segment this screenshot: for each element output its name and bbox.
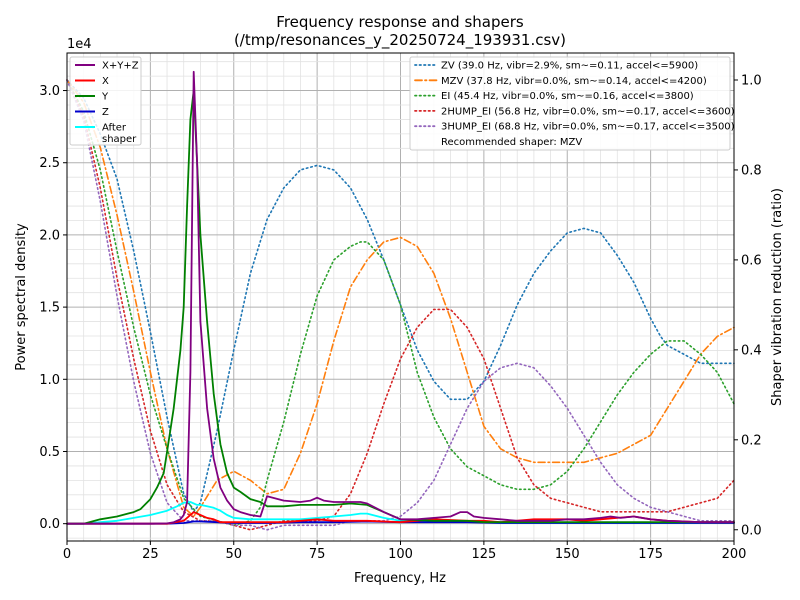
x-tick-label: 0 (63, 547, 71, 562)
y-tick-label: 0.5 (39, 445, 60, 460)
series-line-3hump-ei-68-8-hz-vibr-0-0-sm-0-17-accel-3500 (66, 79, 735, 531)
y-axis-ticks: 0.0 0.5 1.0 1.5 2.0 2.5 3.0 (39, 84, 67, 532)
legend-psd-box (69, 56, 142, 146)
x-tick-label: 150 (555, 547, 580, 562)
y2-tick-label: 0.2 (741, 433, 762, 448)
x-tick-label: 50 (225, 547, 242, 562)
legend-shapers: ZV (39.0 Hz, vibr=2.9%, sm~=0.11, accel<… (409, 56, 735, 151)
y-offset-text: 1e4 (67, 37, 92, 52)
legend-shaper-label: 3HUMP_EI (68.8 Hz, vibr=0.0%, sm~=0.17, … (441, 122, 735, 133)
y-tick-label: 3.0 (39, 84, 60, 99)
legend-shaper-label: ZV (39.0 Hz, vibr=2.9%, sm~=0.11, accel<… (441, 61, 698, 72)
y2-tick-label: 0.6 (741, 253, 762, 268)
y-axis-label: Power spectral density (14, 223, 29, 371)
legend-psd-label: After (102, 123, 127, 134)
legend-psd-label: X+Y+Z (102, 61, 139, 72)
series-line-y (66, 89, 735, 525)
legend-shapers-box (409, 56, 731, 151)
chart-subtitle: (/tmp/resonances_y_20250724_193931.csv) (234, 31, 566, 50)
y-tick-label: 2.0 (39, 228, 60, 243)
y2-tick-label: 1.0 (741, 73, 762, 88)
x-axis-ticks: 0 25 50 75 100 125 150 175 200 (63, 541, 747, 562)
series-line-x-y-z (66, 70, 735, 525)
grid (66, 53, 735, 541)
series-line-mzv-37-8-hz-vibr-0-0-sm-0-14-accel-4200 (66, 79, 735, 518)
x-tick-label: 175 (638, 547, 663, 562)
legend-psd-label-line2: shaper (102, 134, 137, 145)
y2-tick-label: 0.8 (741, 163, 762, 178)
y2-tick-label: 0.4 (741, 343, 762, 358)
y-tick-label: 1.0 (39, 373, 60, 388)
legend-shaper-label: 2HUMP_EI (56.8 Hz, vibr=0.0%, sm~=0.17, … (441, 106, 735, 117)
legend-psd-label: Z (102, 107, 109, 118)
legend-shaper-label: EI (45.4 Hz, vibr=0.0%, sm~=0.16, accel<… (441, 91, 694, 102)
series-line-ei-45-4-hz-vibr-0-0-sm-0-16-accel-3800 (66, 79, 735, 527)
series-line-zv-39-0-hz-vibr-2-9-sm-0-11-accel-5900 (66, 79, 735, 513)
y-tick-label: 2.5 (39, 156, 60, 171)
legend-psd-label: Y (101, 92, 109, 103)
legend-shaper-label: MZV (37.8 Hz, vibr=0.0%, sm~=0.14, accel… (441, 76, 707, 87)
x-tick-label: 200 (722, 547, 747, 562)
y2-axis-label: Shaper vibration reduction (ratio) (770, 188, 785, 406)
chart-title: Frequency response and shapers (276, 13, 524, 31)
legend-psd-label: X (102, 76, 109, 87)
y2-tick-label: 0.0 (741, 523, 762, 538)
y-tick-label: 0.0 (39, 517, 60, 532)
y2-axis-ticks: 0.0 0.2 0.4 0.6 0.8 1.0 (734, 73, 762, 538)
x-axis-label: Frequency, Hz (354, 571, 446, 586)
y-tick-label: 1.5 (39, 301, 60, 316)
recommended-shaper-label: Recommended shaper: MZV (441, 137, 582, 148)
x-tick-label: 100 (388, 547, 413, 562)
series-line-x (66, 511, 735, 525)
x-tick-label: 75 (309, 547, 326, 562)
x-tick-label: 125 (471, 547, 496, 562)
x-tick-label: 25 (142, 547, 159, 562)
series-lines (66, 70, 735, 531)
